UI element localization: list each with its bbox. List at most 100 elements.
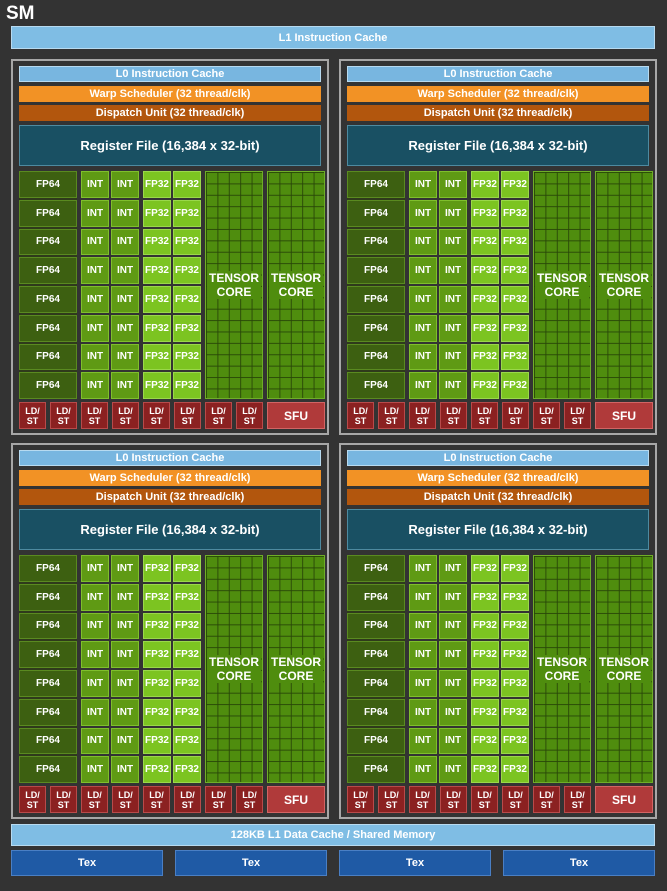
- int-unit: INT: [111, 314, 139, 342]
- ldst-label-2: ST: [447, 415, 460, 426]
- fp32-unit: FP32: [471, 372, 499, 399]
- ldst-label-2: ST: [212, 415, 225, 426]
- ldst-label-2: ST: [416, 799, 429, 810]
- fp32-unit: FP32: [143, 228, 171, 256]
- int-unit: INT: [81, 612, 109, 640]
- int-unit: INT: [81, 641, 109, 668]
- ldst-label-1: LD/: [211, 405, 226, 416]
- ldst-label-2: ST: [243, 415, 256, 426]
- ldst-label-2: ST: [181, 415, 194, 426]
- sfu-unit: SFU: [595, 402, 653, 429]
- ld-st-unit: LD/ST: [19, 786, 46, 813]
- ldst-label-1: LD/: [446, 405, 461, 416]
- fp64-unit: FP64: [19, 171, 77, 198]
- ldst-label-2: ST: [385, 415, 398, 426]
- core-grid: FP64 FP64 FP64 FP64 FP64 FP64 FP64 FP64 INT INT IN…: [347, 171, 653, 399]
- fp32-unit: FP32: [501, 228, 529, 256]
- ld-st-unit: LD/ST: [502, 402, 529, 429]
- ldst-label-1: LD/: [508, 789, 523, 800]
- fp32-unit: FP32: [501, 199, 529, 227]
- fp32-unit: FP32: [501, 286, 529, 313]
- ldst-sfu-row: LD/ST LD/ST LD/ST LD/ST LD/ST LD/ST LD/ST LD/ST…: [347, 786, 653, 813]
- fp64-unit: FP64: [347, 698, 405, 726]
- int-unit: INT: [439, 199, 467, 227]
- processing-block-3: L0 Instruction Cache Warp Scheduler (32 t…: [11, 443, 329, 819]
- int-unit: INT: [439, 372, 467, 399]
- int-unit: INT: [111, 756, 139, 783]
- ld-st-unit: LD/ST: [502, 786, 529, 813]
- fp32-unit: FP32: [501, 727, 529, 755]
- tensor-core: TENSOR CORE: [595, 555, 653, 783]
- tensor-core-label-2: CORE: [543, 285, 581, 299]
- int-unit: INT: [439, 641, 467, 668]
- warp-scheduler: Warp Scheduler (32 thread/clk): [347, 86, 649, 102]
- int-unit: INT: [439, 612, 467, 640]
- ldst-label-2: ST: [540, 415, 553, 426]
- warp-scheduler: Warp Scheduler (32 thread/clk): [347, 470, 649, 486]
- ldst-label-1: LD/: [56, 405, 71, 416]
- int-unit: INT: [409, 727, 437, 755]
- ldst-label-2: ST: [509, 799, 522, 810]
- tensor-core-label-2: CORE: [277, 285, 315, 299]
- register-file: Register File (16,384 x 32-bit): [347, 509, 649, 550]
- int-unit: INT: [81, 343, 109, 371]
- ldst-label-2: ST: [571, 415, 584, 426]
- fp64-column: FP64 FP64 FP64 FP64 FP64 FP64 FP64 FP64: [347, 555, 405, 783]
- ldst-label-1: LD/: [539, 789, 554, 800]
- tensor-core-label-1: TENSOR: [535, 655, 588, 669]
- ld-st-unit: LD/ST: [236, 402, 263, 429]
- ldst-label-2: ST: [354, 799, 367, 810]
- int-unit: INT: [439, 314, 467, 342]
- ldst-label-1: LD/: [118, 789, 133, 800]
- fp32-unit: FP32: [501, 257, 529, 284]
- fp64-column: FP64 FP64 FP64 FP64 FP64 FP64 FP64 FP64: [19, 171, 77, 399]
- fp32-unit: FP32: [173, 199, 201, 227]
- core-grid: FP64 FP64 FP64 FP64 FP64 FP64 FP64 FP64 INT INT IN…: [19, 171, 325, 399]
- processing-block-1: L0 Instruction Cache Warp Scheduler (32 t…: [11, 59, 329, 435]
- tensor-core: TENSOR CORE: [205, 555, 263, 783]
- int-unit: INT: [409, 257, 437, 284]
- int-unit: INT: [81, 583, 109, 611]
- int-unit: INT: [111, 372, 139, 399]
- sfu-unit: SFU: [595, 786, 653, 813]
- fp32-unit: FP32: [501, 670, 529, 697]
- int-unit: INT: [111, 670, 139, 697]
- fp32-column: FP32 FP32 FP32 FP32 FP32 FP32 FP32 FP32 FP32 FP32…: [471, 555, 529, 783]
- ldst-label-1: LD/: [446, 789, 461, 800]
- fp64-unit: FP64: [347, 171, 405, 198]
- ldst-label-2: ST: [540, 799, 553, 810]
- fp32-unit: FP32: [143, 372, 171, 399]
- fp64-unit: FP64: [347, 286, 405, 313]
- tensor-core-label-2: CORE: [605, 285, 643, 299]
- int-unit: INT: [81, 286, 109, 313]
- ld-st-unit: LD/ST: [112, 402, 139, 429]
- ldst-label-2: ST: [57, 415, 70, 426]
- fp64-unit: FP64: [19, 199, 77, 227]
- tensor-core-label-2: CORE: [605, 669, 643, 683]
- ldst-label-1: LD/: [384, 405, 399, 416]
- fp32-unit: FP32: [471, 641, 499, 668]
- ldst-label-1: LD/: [149, 405, 164, 416]
- fp32-unit: FP32: [501, 343, 529, 371]
- fp64-unit: FP64: [347, 314, 405, 342]
- warp-scheduler: Warp Scheduler (32 thread/clk): [19, 470, 321, 486]
- ld-st-unit: LD/ST: [409, 786, 436, 813]
- fp32-unit: FP32: [143, 698, 171, 726]
- int-unit: INT: [111, 343, 139, 371]
- fp64-unit: FP64: [19, 228, 77, 256]
- fp32-unit: FP32: [471, 257, 499, 284]
- fp64-unit: FP64: [19, 372, 77, 399]
- fp32-unit: FP32: [173, 343, 201, 371]
- register-file: Register File (16,384 x 32-bit): [19, 509, 321, 550]
- fp64-unit: FP64: [347, 372, 405, 399]
- tensor-core-label-2: CORE: [277, 669, 315, 683]
- tensor-core-label-1: TENSOR: [269, 655, 322, 669]
- int-unit: INT: [409, 641, 437, 668]
- int-column: INT INT INT INT INT INT INT INT INT INT INT INT INT I…: [409, 555, 467, 783]
- ldst-label-1: LD/: [25, 789, 40, 800]
- processing-block-2: L0 Instruction Cache Warp Scheduler (32 t…: [339, 59, 657, 435]
- fp32-unit: FP32: [501, 314, 529, 342]
- fp32-unit: FP32: [173, 612, 201, 640]
- fp32-unit: FP32: [501, 612, 529, 640]
- fp64-unit: FP64: [347, 199, 405, 227]
